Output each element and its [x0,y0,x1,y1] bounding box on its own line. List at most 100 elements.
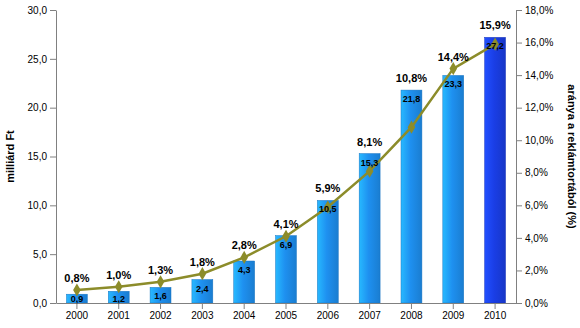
bar-label: 1,6 [154,291,167,301]
tick-label: 2003 [191,310,214,321]
tick-label: 5,0 [33,249,47,260]
marker [408,121,416,134]
tick-label: 20,0 [28,102,48,113]
tick-mark [516,10,522,11]
line-label: 15,9% [479,19,510,31]
tick-mark [244,303,245,309]
tick: 16,0% [516,37,553,48]
tick-mark [50,108,56,109]
line [77,44,495,290]
tick-mark [202,303,203,309]
line-label: 1,0% [106,269,131,281]
line-label: 1,8% [190,256,215,268]
tick-mark [516,75,522,76]
tick: 5,0 [33,249,56,260]
bar-label: 15,3 [361,158,379,168]
tick-mark [453,303,454,309]
marker [115,280,123,293]
y2-axis: 0,0%2,0%4,0%6,0%8,0%10,0%12,0%14,0%16,0%… [516,5,553,309]
bar-label: 10,5 [319,204,337,214]
tick-label: 2008 [400,310,423,321]
bar-label: 23,3 [445,79,463,89]
tick-label: 8,0% [525,167,548,178]
marker [449,62,457,75]
line-label: 10,8% [396,72,427,84]
tick: 2004 [233,303,256,321]
tick: 2003 [191,303,214,321]
tick-label: 4,0% [525,233,548,244]
bar [485,37,506,303]
marker [157,275,165,288]
bar-label: 1,2 [112,294,125,304]
chart: 0,0 5,0 10,0 15,0 20,0 25,0 30,0 0,0% 2,0% 4,0% 6,… [0,0,580,328]
tick-mark [50,10,56,11]
tick: 8,0% [516,167,548,178]
tick: 2000 [66,303,89,321]
tick-mark [516,238,522,239]
plot-area [66,37,505,303]
axis-line [56,11,57,304]
tick-label: 2000 [66,310,89,321]
data-labels: 0,91,21,62,44,36,910,515,321,823,327,20,… [64,19,511,304]
tick-label: 2,0% [525,265,548,276]
tick-label: 2007 [359,310,382,321]
chart-svg: 0,0 5,0 10,0 15,0 20,0 25,0 30,0 0,0% 2,0% 4,0% 6,… [0,0,580,328]
y2-axis-title: aránya a reklámtortából (%) [566,84,578,229]
tick-mark [516,303,522,304]
tick: 6,0% [516,200,548,211]
line-label: 5,9% [315,182,340,194]
tick: 2001 [108,303,131,321]
bar [234,261,255,303]
tick-label: 25,0 [28,54,48,65]
tick-label: 15,0 [28,151,48,162]
tick-mark [369,303,370,309]
tick-mark [50,157,56,158]
y-axis: 0,0 5,0 10,0 15,0 20,0 25,0 30,0 [28,5,57,309]
tick-label: 10,0 [28,200,48,211]
bar [108,291,129,303]
tick: 20,0 [28,102,56,113]
bar-label: 2,4 [196,284,209,294]
tick-mark [495,303,496,309]
y-axis-title: milliárd Ft [4,130,16,183]
bar-label: 6,9 [280,240,293,250]
tick: 14,0% [516,70,553,81]
bar [66,294,87,303]
marker [240,251,248,264]
tick: 0,0 [33,298,56,309]
tick: 4,0% [516,233,548,244]
tick: 2006 [317,303,340,321]
tick-label: 2005 [275,310,298,321]
bar-label: 0,9 [71,294,84,304]
bar-label: 27,2 [486,41,504,51]
bar [443,75,464,303]
tick-mark [411,303,412,309]
tick-mark [50,303,56,304]
tick-label: 0,0% [525,298,548,309]
tick-mark [327,303,328,309]
tick: 2009 [442,303,465,321]
x-axis: 2000 2001 2002 2003 2004 2005 2006 2007 2008 2009… [57,303,517,321]
line-label: 0,8% [64,272,89,284]
line-label: 1,3% [148,264,173,276]
tick: 2002 [149,303,172,321]
tick: 2005 [275,303,298,321]
tick-mark [516,270,522,271]
tick-label: 2006 [317,310,340,321]
tick-label: 12,0% [525,102,553,113]
tick-label: 2002 [149,310,172,321]
tick-label: 6,0% [525,200,548,211]
tick-mark [516,205,522,206]
tick: 2010 [484,303,507,321]
tick-label: 30,0 [28,5,48,16]
axis-line [516,11,517,304]
tick-label: 2001 [108,310,131,321]
tick-mark [516,43,522,44]
line-label: 4,1% [273,218,298,230]
bar-label: 4,3 [238,265,251,275]
tick-label: 18,0% [525,5,553,16]
tick-label: 2009 [442,310,465,321]
bar [401,90,422,303]
line-label: 8,1% [357,136,382,148]
tick-label: 2010 [484,310,507,321]
